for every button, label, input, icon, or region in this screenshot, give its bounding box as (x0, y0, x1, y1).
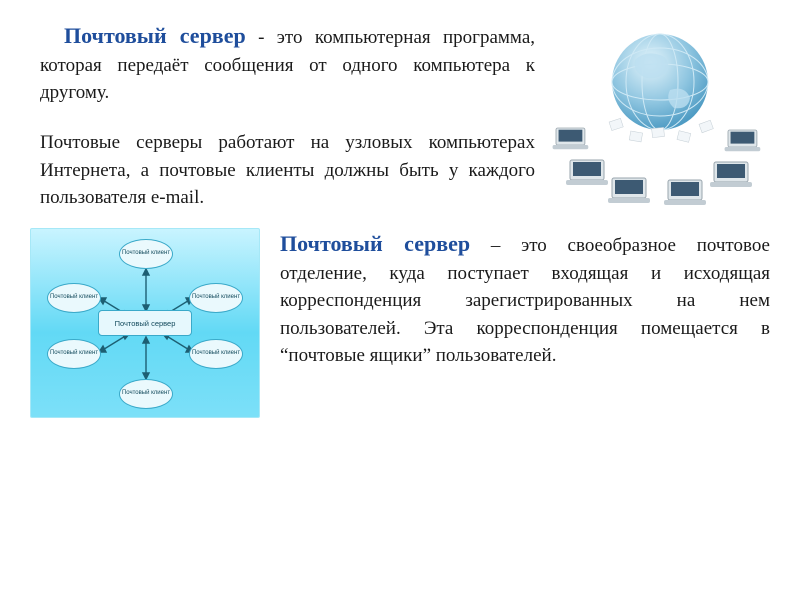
bottom-section: Почтовый сервер Почтовый клиентПочтовый … (0, 212, 800, 418)
paragraph-2: Почтовые серверы работают на узловых ком… (40, 129, 535, 212)
top-text-block: Почтовый сервер - это компьютерная прогр… (40, 20, 535, 212)
globe-svg (550, 20, 770, 210)
term-title-2: Почтовый сервер (280, 231, 470, 256)
bottom-text-block: Почтовый сервер – это своеобразное почто… (280, 228, 770, 370)
client-node: Почтовый клиент (47, 283, 101, 313)
client-node: Почтовый клиент (47, 339, 101, 369)
client-node: Почтовый клиент (189, 283, 243, 313)
term-title-1: Почтовый сервер (40, 23, 246, 48)
server-node: Почтовый сервер (98, 310, 192, 336)
top-section: Почтовый сервер - это компьютерная прогр… (0, 0, 800, 212)
client-node: Почтовый клиент (189, 339, 243, 369)
globe-network-illustration (550, 20, 770, 210)
client-node: Почтовый клиент (119, 379, 173, 409)
paragraph-1: Почтовый сервер - это компьютерная прогр… (40, 20, 535, 107)
client-server-diagram: Почтовый сервер Почтовый клиент Почтовый … (30, 228, 260, 418)
client-node: Почтовый клиент (119, 239, 173, 269)
paragraph-3: Почтовый сервер – это своеобразное почто… (280, 228, 770, 370)
